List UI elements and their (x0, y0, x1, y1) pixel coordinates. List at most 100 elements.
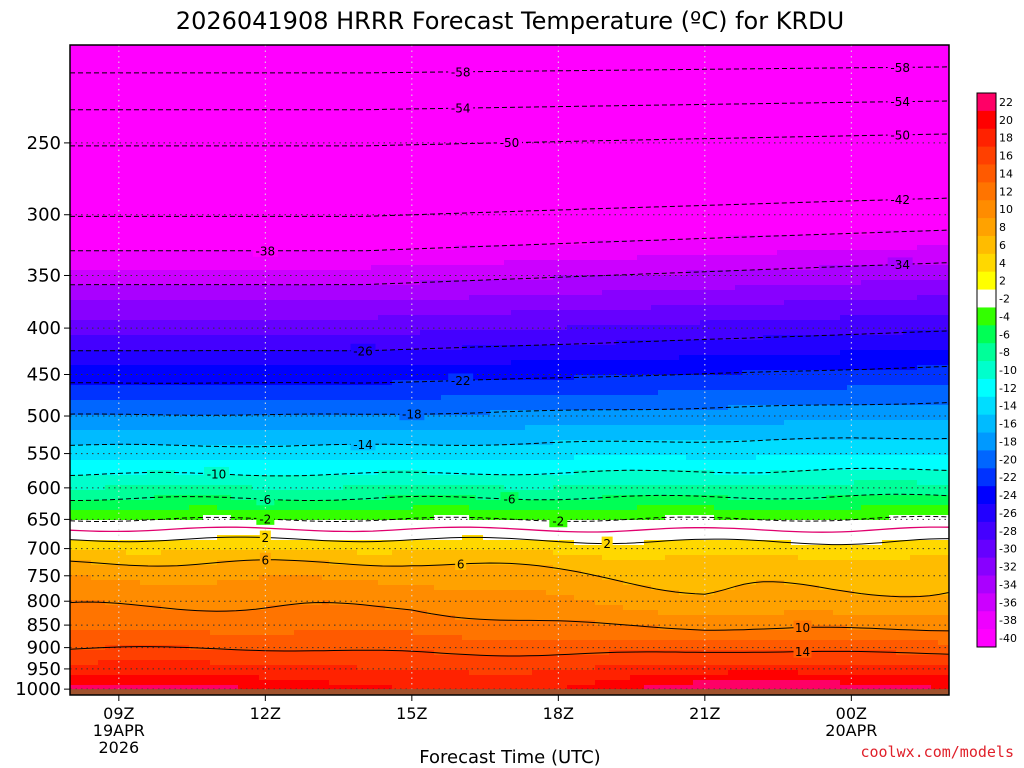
colorbar-swatch (977, 539, 996, 559)
colorbar-swatch (977, 235, 996, 255)
y-tick-label: 600 (27, 478, 61, 499)
colorbar-swatch (977, 200, 996, 219)
isotherm-label: -6 (259, 493, 271, 507)
isotherm-label: -22 (451, 374, 471, 388)
isotherm-line (70, 515, 949, 522)
isotherm-label: 10 (795, 621, 810, 635)
isotherm-label: -50 (500, 136, 520, 150)
colorbar-label: 2 (999, 275, 1006, 288)
colorbar-label: 12 (999, 185, 1013, 198)
isotherm-line (70, 536, 949, 546)
y-tick-label: 500 (27, 406, 61, 427)
x-tick-date: 19APR (93, 721, 145, 740)
chart-title: 2026041908 HRRR Forecast Temperature (ºC… (176, 7, 844, 35)
colorbar-label: 4 (999, 257, 1006, 270)
isotherm-line (70, 437, 949, 448)
y-tick-label: 650 (27, 509, 61, 530)
colorbar-swatch (977, 182, 996, 201)
colorbar-label: -34 (999, 578, 1017, 591)
isotherm-label: -58 (451, 65, 471, 79)
colorbar-label: -2 (999, 293, 1010, 306)
colorbar-label: 22 (999, 96, 1013, 109)
y-tick-label: 800 (27, 591, 61, 612)
y-axis: 2503003504004505005506006507007508008509… (15, 133, 70, 700)
colorbar: 22 20 18 16 14 12 10 8 6 4 2 -2 -4 -6 -8 -10 -12 -14 -16 -1… (976, 92, 1017, 648)
isotherm-label: -2 (259, 512, 271, 526)
y-tick-label: 300 (27, 205, 61, 226)
isotherm-line (70, 262, 949, 286)
x-tick-label: 09Z (103, 704, 134, 723)
isotherm-label: -10 (207, 467, 227, 481)
colorbar-swatch (977, 218, 996, 237)
isotherm-label: -54 (451, 102, 471, 116)
isotherm-label: 2 (262, 531, 270, 545)
x-tick-date: 20APR (825, 721, 877, 740)
isotherm-label: 6 (262, 553, 270, 567)
isotherm-label: -42 (890, 193, 910, 207)
colorbar-label: -30 (999, 543, 1017, 556)
colorbar-label: 16 (999, 150, 1013, 163)
colorbar-swatch (977, 557, 996, 576)
isotherm-label: -34 (890, 258, 910, 272)
isotherm-label: -26 (353, 344, 373, 358)
colorbar-label: -8 (999, 346, 1010, 359)
colorbar-swatch (977, 629, 996, 648)
colorbar-label: 20 (999, 114, 1013, 127)
isotherm-contours: -58 -58-54 -54-50-50-42-38-34-26-22-18-14-… (70, 60, 949, 659)
colorbar-label: 10 (999, 203, 1013, 216)
colorbar-swatch (977, 575, 996, 594)
colorbar-swatch (977, 486, 996, 505)
colorbar-swatch (977, 396, 996, 416)
freezing-line (70, 526, 949, 533)
colorbar-swatch (977, 432, 996, 451)
colorbar-swatch (977, 593, 996, 612)
colorbar-label: -22 (999, 471, 1017, 484)
x-tick-label: 15Z (396, 704, 427, 723)
colorbar-swatch (977, 110, 996, 130)
isotherm-line (70, 365, 949, 384)
y-tick-label: 850 (27, 615, 61, 636)
isotherm-label: -50 (890, 128, 910, 142)
colorbar-swatch (977, 164, 996, 183)
colorbar-label: -18 (999, 435, 1017, 448)
colorbar-label: -26 (999, 507, 1017, 520)
colorbar-label: -12 (999, 382, 1017, 395)
colorbar-swatch (977, 378, 996, 398)
colorbar-label: -40 (999, 632, 1017, 645)
y-tick-label: 700 (27, 539, 61, 560)
isotherm-label: 6 (457, 557, 465, 571)
colorbar-swatch (977, 343, 996, 362)
colorbar-label: -14 (999, 400, 1017, 413)
colorbar-swatch (977, 146, 996, 165)
colorbar-swatch (977, 93, 996, 112)
isotherm-label: -2 (552, 515, 564, 529)
y-tick-label: 350 (27, 265, 61, 286)
isotherm-label: -54 (890, 95, 910, 109)
isotherm-label: -38 (256, 244, 276, 258)
isotherm-line (70, 330, 949, 352)
ground-below-surface (70, 689, 949, 695)
colorbar-label: -16 (999, 418, 1017, 431)
colorbar-swatch (977, 253, 996, 273)
colorbar-swatch (977, 414, 996, 433)
colorbar-label: -38 (999, 614, 1017, 627)
isotherm-line (70, 197, 949, 217)
y-tick-label: 950 (27, 659, 61, 680)
colorbar-swatch (977, 361, 996, 380)
colorbar-swatch (977, 307, 996, 326)
colorbar-swatch (977, 504, 996, 523)
credit-text: coolwx.com/models (860, 743, 1014, 761)
colorbar-swatch (977, 521, 996, 541)
x-tick-label: 18Z (543, 704, 574, 723)
colorbar-label: -24 (999, 489, 1017, 502)
colorbar-swatch (977, 325, 996, 344)
colorbar-swatch (977, 468, 996, 487)
y-tick-label: 550 (27, 444, 61, 465)
colorbar-label: 14 (999, 167, 1013, 180)
isotherm-label: -58 (890, 61, 910, 75)
isotherm-label: -6 (504, 493, 516, 507)
isotherm-label: 14 (795, 645, 810, 659)
x-tick-year: 2026 (98, 738, 139, 757)
